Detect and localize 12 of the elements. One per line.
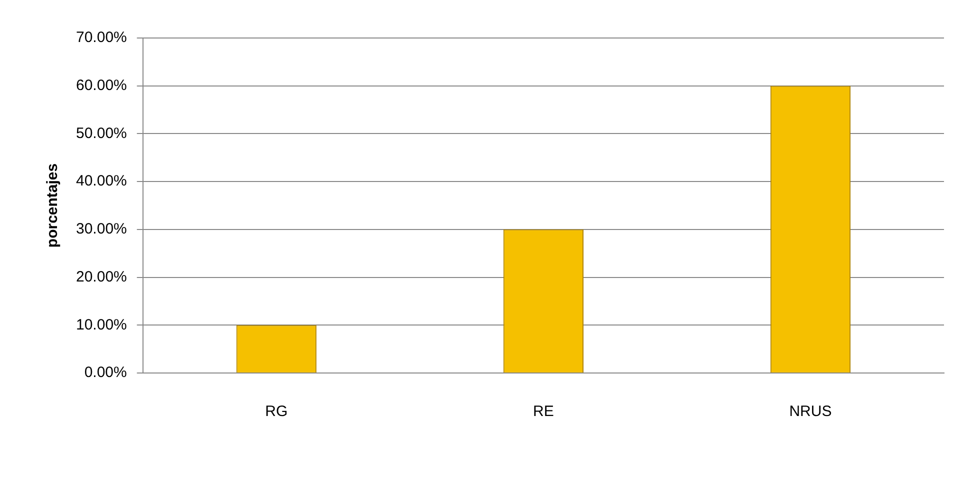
y-tick-label: 40.00% bbox=[76, 172, 127, 190]
y-tick-label: 20.00% bbox=[76, 268, 127, 286]
x-tick-label: RG bbox=[265, 403, 288, 420]
x-tick-label: RE bbox=[533, 403, 554, 420]
y-tick-label: 0.00% bbox=[84, 364, 127, 382]
y-tick-label: 30.00% bbox=[76, 220, 127, 238]
x-tick-label: NRUS bbox=[789, 403, 832, 420]
y-tick-label: 70.00% bbox=[76, 29, 127, 46]
y-tick-label: 60.00% bbox=[76, 77, 127, 94]
y-axis-title: porcentajes bbox=[44, 163, 62, 248]
y-tick-label: 50.00% bbox=[76, 124, 127, 142]
y-tick-label: 10.00% bbox=[76, 316, 127, 334]
